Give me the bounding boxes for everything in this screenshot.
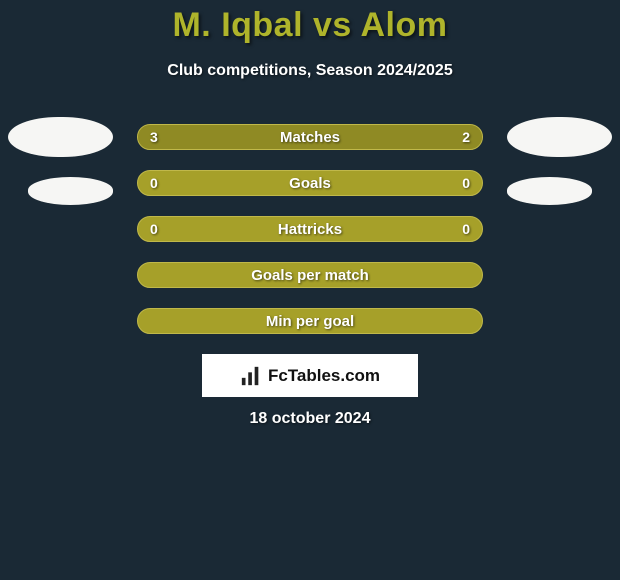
page-subtitle: Club competitions, Season 2024/2025 xyxy=(0,62,620,80)
stat-bar-row: 32Matches xyxy=(137,124,483,150)
player-avatar-right xyxy=(507,117,612,157)
brand-text: FcTables.com xyxy=(268,366,380,386)
stat-bar-row: 00Hattricks xyxy=(137,216,483,242)
stat-bar-row: Goals per match xyxy=(137,262,483,288)
stat-bar-label: Goals xyxy=(138,171,482,195)
player-avatar-left xyxy=(8,117,113,157)
stat-bar-label: Hattricks xyxy=(138,217,482,241)
stat-bars: 32Matches 00Goals 00Hattricks Goals per mat… xyxy=(137,124,483,354)
player-flag-right xyxy=(507,177,592,205)
comparison-card: M. Iqbal vs Alom Club competitions, Seas… xyxy=(0,0,620,580)
stat-bar-label: Min per goal xyxy=(138,309,482,333)
player-flag-left xyxy=(28,177,113,205)
page-title: M. Iqbal vs Alom xyxy=(0,6,620,45)
stat-bar-label: Goals per match xyxy=(138,263,482,287)
bar-chart-icon xyxy=(240,365,262,387)
brand-logo: FcTables.com xyxy=(202,354,418,397)
stat-bar-row: 00Goals xyxy=(137,170,483,196)
date-label: 18 october 2024 xyxy=(0,410,620,428)
stat-bar-row: Min per goal xyxy=(137,308,483,334)
stat-bar-label: Matches xyxy=(138,125,482,149)
